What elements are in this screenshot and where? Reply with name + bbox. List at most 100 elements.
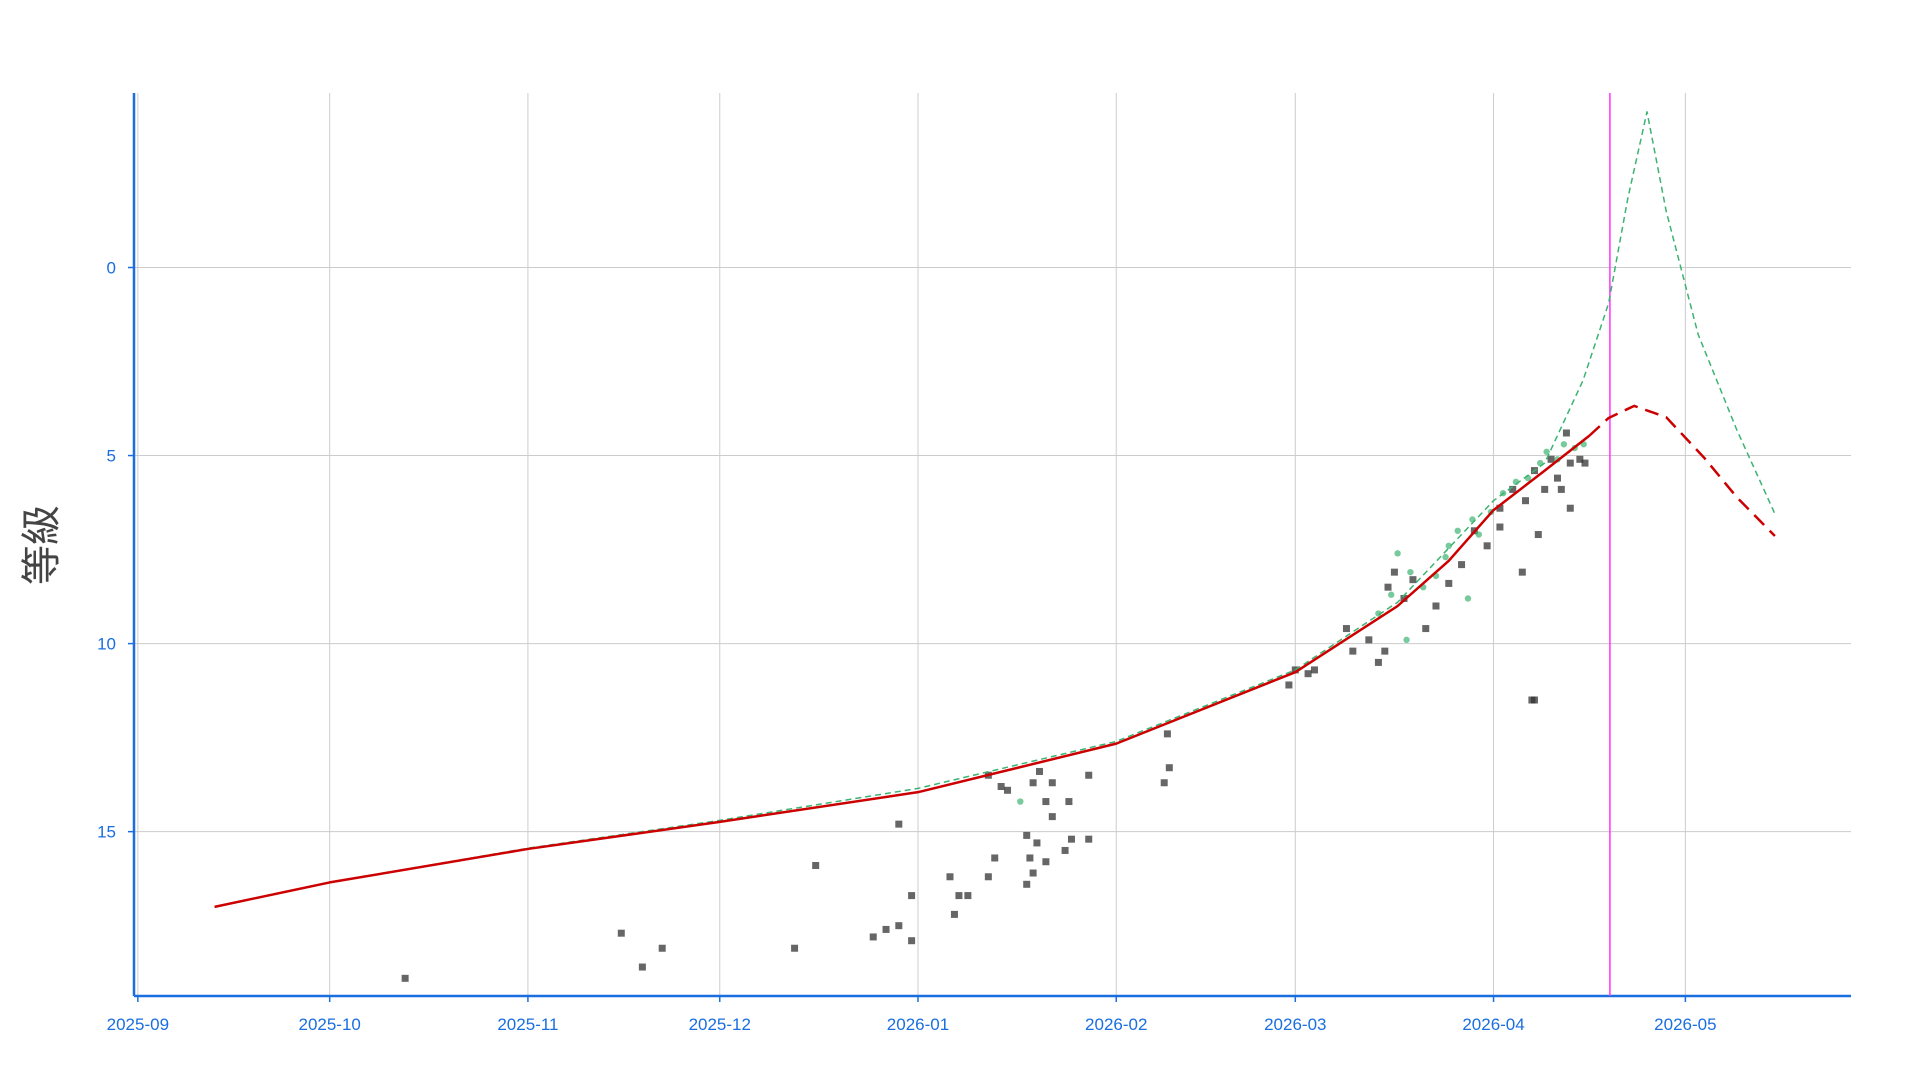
point: [1522, 497, 1530, 505]
point: [1496, 504, 1504, 512]
point: [895, 922, 903, 930]
point: [1375, 610, 1382, 617]
x-tick-label: 2026-04: [1462, 1015, 1524, 1034]
point: [1061, 846, 1069, 854]
point: [1475, 531, 1483, 538]
point: [658, 944, 666, 952]
point: [1496, 523, 1504, 531]
y-tick-label: 5: [107, 447, 116, 466]
point: [1065, 798, 1073, 806]
point: [812, 861, 820, 869]
point: [1534, 531, 1542, 539]
point: [950, 910, 958, 918]
line: [1588, 404, 1776, 537]
x-tick-label: 2026-03: [1264, 1015, 1326, 1034]
x-tick-label: 2026-01: [887, 1015, 949, 1034]
point: [1407, 568, 1414, 576]
point: [1042, 798, 1050, 806]
point: [1454, 527, 1461, 534]
point: [1394, 550, 1401, 557]
x-tick-label: 2025-12: [689, 1015, 751, 1034]
point: [997, 783, 1005, 791]
point: [1085, 771, 1093, 779]
y-tick-label: 10: [97, 635, 116, 654]
line: [214, 434, 1591, 909]
point: [1023, 880, 1031, 888]
point: [1557, 485, 1565, 493]
point: [1562, 429, 1570, 437]
point: [1374, 658, 1382, 666]
point: [984, 873, 992, 881]
x-tick-label: 2025-09: [107, 1015, 169, 1034]
point: [1381, 647, 1389, 655]
x-tick-label: 2025-10: [298, 1015, 360, 1034]
point: [1048, 813, 1056, 821]
point: [1036, 767, 1044, 775]
point: [1349, 647, 1357, 655]
line: [214, 111, 1776, 908]
point: [1163, 730, 1171, 738]
point: [1442, 553, 1449, 561]
point: [1023, 831, 1031, 839]
point: [1409, 576, 1417, 584]
point: [1067, 835, 1075, 843]
point: [1458, 561, 1466, 569]
point: [1403, 636, 1410, 644]
point: [895, 820, 903, 828]
point: [1165, 764, 1173, 772]
point: [1560, 441, 1568, 448]
point: [1085, 835, 1093, 843]
point: [1541, 485, 1549, 493]
point: [1304, 670, 1312, 678]
point: [1422, 625, 1430, 633]
point: [1464, 595, 1472, 602]
point: [1390, 568, 1398, 576]
point: [1029, 779, 1037, 787]
point: [955, 892, 963, 900]
point: [1432, 602, 1440, 610]
point: [1543, 448, 1550, 455]
x-tick-label: 2025-11: [497, 1015, 558, 1034]
point: [1566, 504, 1574, 512]
point: [1285, 681, 1293, 689]
point: [869, 933, 877, 941]
point: [1342, 625, 1350, 633]
point: [1445, 579, 1453, 587]
point: [1029, 869, 1037, 877]
point: [1384, 583, 1392, 591]
point: [1365, 636, 1373, 644]
point: [1509, 485, 1517, 493]
point: [882, 925, 890, 933]
point: [1017, 798, 1024, 805]
point: [1483, 542, 1491, 550]
point: [1048, 779, 1056, 787]
point: [1581, 459, 1589, 467]
point: [908, 892, 916, 900]
point: [1004, 786, 1012, 794]
point: [1566, 459, 1574, 467]
point: [991, 854, 999, 862]
x-tick-label: 2026-02: [1085, 1015, 1147, 1034]
point: [1310, 666, 1318, 674]
point: [946, 873, 954, 881]
point: [1160, 779, 1168, 787]
point: [1445, 542, 1452, 550]
point: [401, 974, 409, 982]
point: [791, 944, 799, 952]
point: [1553, 474, 1561, 482]
point: [1042, 858, 1050, 866]
point: [1400, 594, 1408, 602]
y-axis-label: 等級: [19, 505, 65, 585]
point: [617, 929, 625, 937]
point: [1518, 568, 1526, 576]
point: [908, 937, 916, 945]
point: [1547, 455, 1555, 463]
point: [638, 963, 646, 971]
point: [1576, 455, 1584, 463]
point: [964, 892, 972, 900]
point: [1033, 839, 1041, 847]
point: [1026, 854, 1034, 862]
point: [1530, 696, 1538, 704]
